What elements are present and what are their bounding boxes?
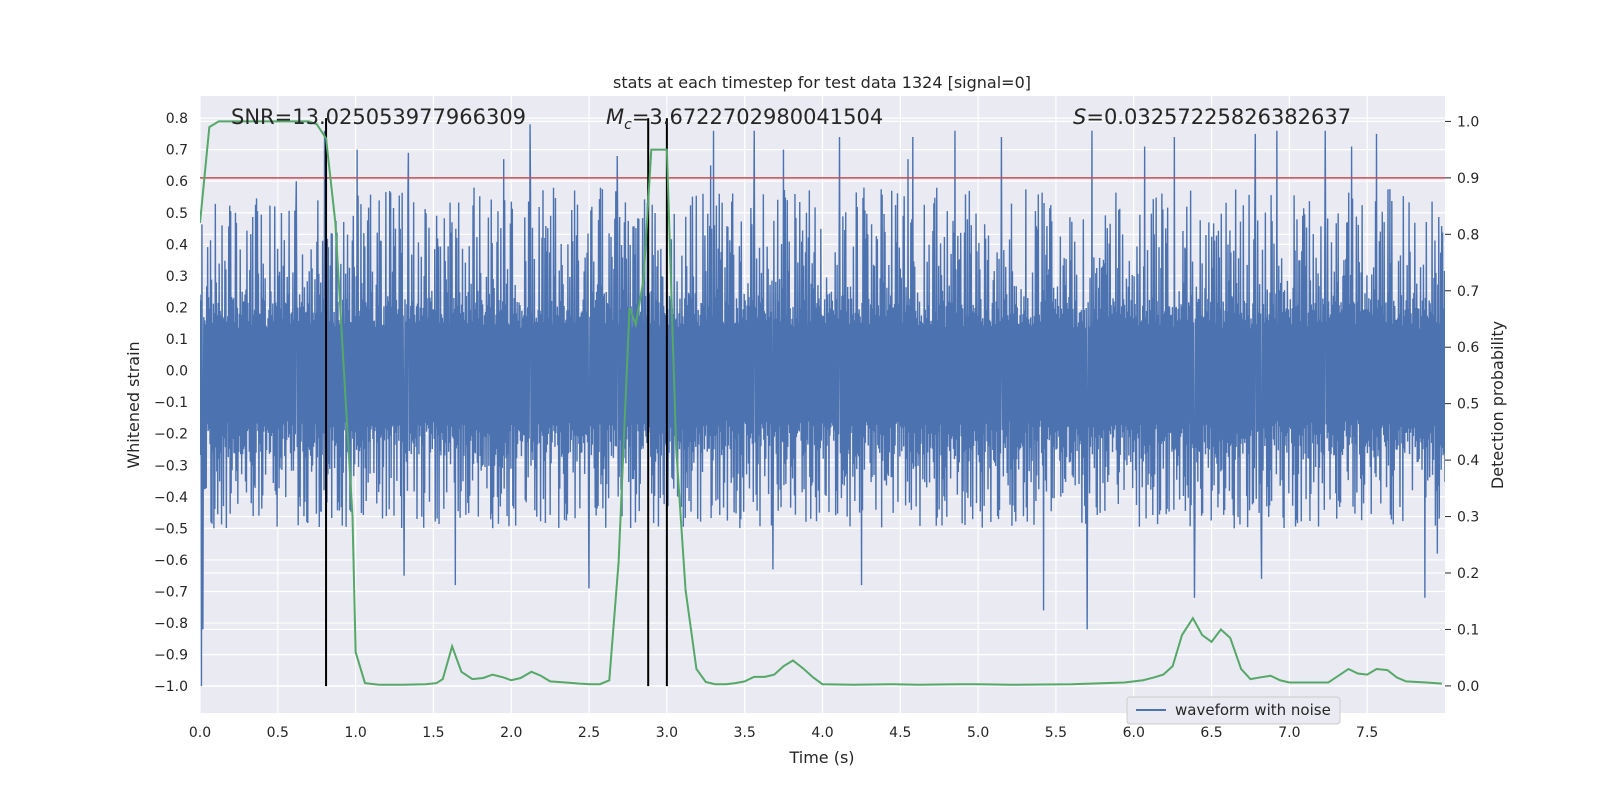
y-tick-label: −0.6 [154, 553, 188, 569]
chirp-mass-subscript: c [624, 117, 632, 133]
y2-tick-label: 0.1 [1457, 622, 1479, 638]
y2-tick-label: 0.0 [1457, 679, 1479, 695]
x-tick-label: 1.5 [422, 725, 444, 741]
y2-tick-label: 0.3 [1457, 510, 1479, 526]
chart-title: stats at each timestep for test data 132… [613, 73, 1031, 92]
axes: 0.8 0.7 0.6 0.5 0.4 0.3 0.2 0.1 0.0 −0.1 −0.2 −0.3 −… [154, 111, 1479, 741]
x-tick-label: 7.0 [1278, 725, 1300, 741]
y2-tick-label: 0.5 [1457, 397, 1479, 413]
y2-tick-label: 0.7 [1457, 284, 1479, 300]
x-tick-label: 0.0 [189, 725, 211, 741]
y-tick-label: 0.7 [166, 143, 188, 159]
y-tick-label: −0.1 [154, 395, 188, 411]
chirp-mass-value: =3.6722702980041504 [632, 105, 883, 129]
x-tick-label: 2.0 [500, 725, 522, 741]
y-tick-label: 0.5 [166, 206, 188, 222]
y2-axis-label: Detection probability [1488, 321, 1507, 489]
y-tick-label: −1.0 [154, 679, 188, 695]
y-tick-label: −0.4 [154, 490, 188, 506]
x-tick-label: 5.0 [967, 725, 989, 741]
snr-annotation: SNR=13.025053977966309 [231, 105, 526, 129]
chirp-mass-annotation: Mc=3.6722702980041504 [606, 105, 883, 133]
waveform-with-noise-line [200, 124, 1445, 687]
y2-tick-label: 0.8 [1457, 227, 1479, 243]
y-tick-label: 0.4 [166, 237, 188, 253]
x-tick-label: 6.5 [1200, 725, 1222, 741]
x-tick-label: 1.0 [344, 725, 366, 741]
y-tick-label: −0.7 [154, 584, 188, 600]
y-tick-label: 0.1 [166, 332, 188, 348]
y-axis-label: Whitened strain [124, 341, 143, 468]
s-symbol: S [1073, 105, 1086, 129]
y-tick-label: 0.0 [166, 364, 188, 380]
y2-tick-label: 0.4 [1457, 453, 1479, 469]
y2-tick-label: 0.2 [1457, 566, 1479, 582]
s-annotation: S=0.03257225826382637 [1073, 105, 1351, 129]
y2-tick-label: 0.9 [1457, 171, 1479, 187]
y-tick-label: 0.3 [166, 269, 188, 285]
legend: waveform with noise [1126, 696, 1341, 725]
y-tick-label: 0.6 [166, 174, 188, 190]
chirp-mass-symbol: M [606, 105, 624, 129]
y2-tick-label: 1.0 [1457, 114, 1479, 130]
y-tick-label: −0.9 [154, 648, 188, 664]
x-tick-label: 4.0 [811, 725, 833, 741]
y-tick-label: −0.5 [154, 521, 188, 537]
x-tick-label: 7.5 [1356, 725, 1378, 741]
x-tick-label: 3.5 [734, 725, 756, 741]
y-tick-label: −0.8 [154, 616, 188, 632]
x-tick-label: 4.5 [889, 725, 911, 741]
legend-entry-label: waveform with noise [1175, 701, 1331, 719]
y-tick-label: −0.2 [154, 427, 188, 443]
x-tick-label: 0.5 [267, 725, 289, 741]
y-tick-label: 0.2 [166, 300, 188, 316]
y2-tick-label: 0.6 [1457, 340, 1479, 356]
x-tick-label: 3.0 [656, 725, 678, 741]
detection-probability-line [200, 120, 1442, 686]
legend-box [1126, 696, 1341, 725]
x-axis-label: Time (s) [788, 748, 854, 767]
x-tick-label: 2.5 [578, 725, 600, 741]
y-tick-label: 0.8 [166, 111, 188, 127]
x-tick-label: 6.0 [1123, 725, 1145, 741]
y-tick-label: −0.3 [154, 458, 188, 474]
x-tick-label: 5.5 [1045, 725, 1067, 741]
s-value: =0.03257225826382637 [1086, 105, 1351, 129]
data-layer [200, 118, 1445, 687]
